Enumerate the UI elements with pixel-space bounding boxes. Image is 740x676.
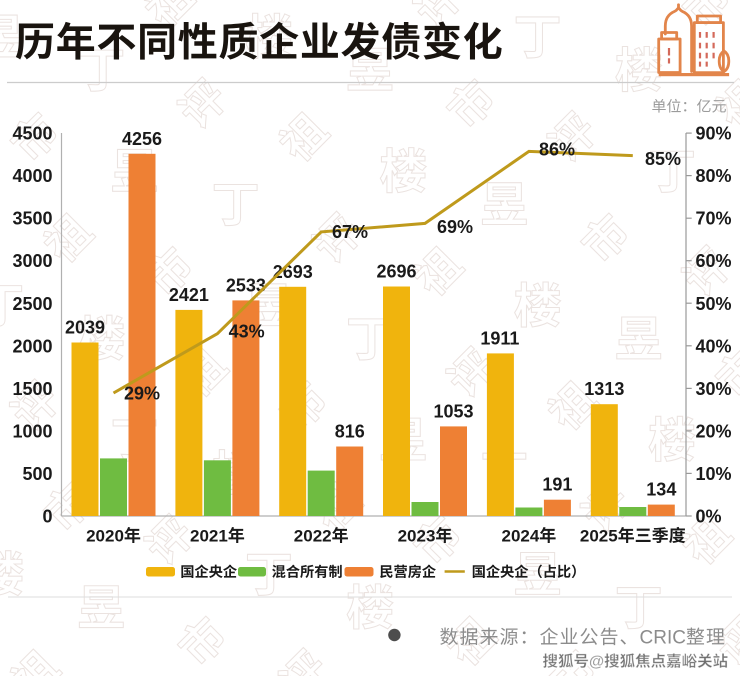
svg-text:2024: 2024: [502, 527, 540, 546]
svg-text:10%: 10%: [696, 464, 732, 484]
svg-text:69%: 69%: [437, 217, 473, 237]
svg-text:1911: 1911: [480, 328, 519, 348]
svg-text:29%: 29%: [124, 384, 160, 404]
svg-text:816: 816: [335, 422, 365, 442]
svg-text:2020: 2020: [86, 527, 124, 546]
svg-text:@: @: [589, 654, 604, 671]
svg-text:CRIC: CRIC: [640, 628, 686, 649]
svg-text:1313: 1313: [584, 379, 624, 399]
svg-text:2533: 2533: [226, 275, 266, 295]
svg-text:@: @: [589, 654, 604, 671]
svg-text:2022: 2022: [294, 527, 332, 546]
svg-text:@: @: [589, 654, 604, 671]
svg-text:2025: 2025: [580, 527, 618, 546]
svg-text:80%: 80%: [696, 166, 732, 186]
svg-text:1000: 1000: [13, 421, 53, 441]
svg-text:43%: 43%: [229, 322, 265, 342]
svg-text:1053: 1053: [434, 401, 474, 421]
svg-text:2000: 2000: [13, 336, 53, 356]
svg-text:2500: 2500: [13, 294, 53, 314]
svg-text:2039: 2039: [65, 318, 105, 338]
svg-text:2693: 2693: [273, 262, 313, 282]
svg-text:4500: 4500: [13, 124, 53, 144]
svg-text:2696: 2696: [377, 262, 417, 282]
svg-text:0: 0: [43, 507, 53, 527]
svg-text:2021: 2021: [190, 527, 228, 546]
svg-text:3000: 3000: [13, 251, 53, 271]
svg-text:134: 134: [646, 480, 676, 500]
svg-text:85%: 85%: [645, 149, 681, 169]
svg-text:191: 191: [542, 475, 572, 495]
svg-text:70%: 70%: [696, 209, 732, 229]
svg-text:30%: 30%: [696, 379, 732, 399]
svg-text:4000: 4000: [13, 166, 53, 186]
svg-text:20%: 20%: [696, 421, 732, 441]
svg-text:500: 500: [23, 464, 53, 484]
svg-text:3500: 3500: [13, 209, 53, 229]
svg-text:50%: 50%: [696, 294, 732, 314]
svg-text:4256: 4256: [122, 129, 162, 149]
svg-text:1500: 1500: [13, 379, 53, 399]
svg-text:2023: 2023: [398, 527, 436, 546]
svg-text:90%: 90%: [696, 124, 732, 144]
svg-text:40%: 40%: [696, 336, 732, 356]
svg-text:2421: 2421: [169, 285, 209, 305]
svg-text:86%: 86%: [539, 140, 575, 160]
svg-text:0%: 0%: [696, 507, 722, 527]
svg-text:60%: 60%: [696, 251, 732, 271]
svg-text:67%: 67%: [332, 222, 368, 242]
